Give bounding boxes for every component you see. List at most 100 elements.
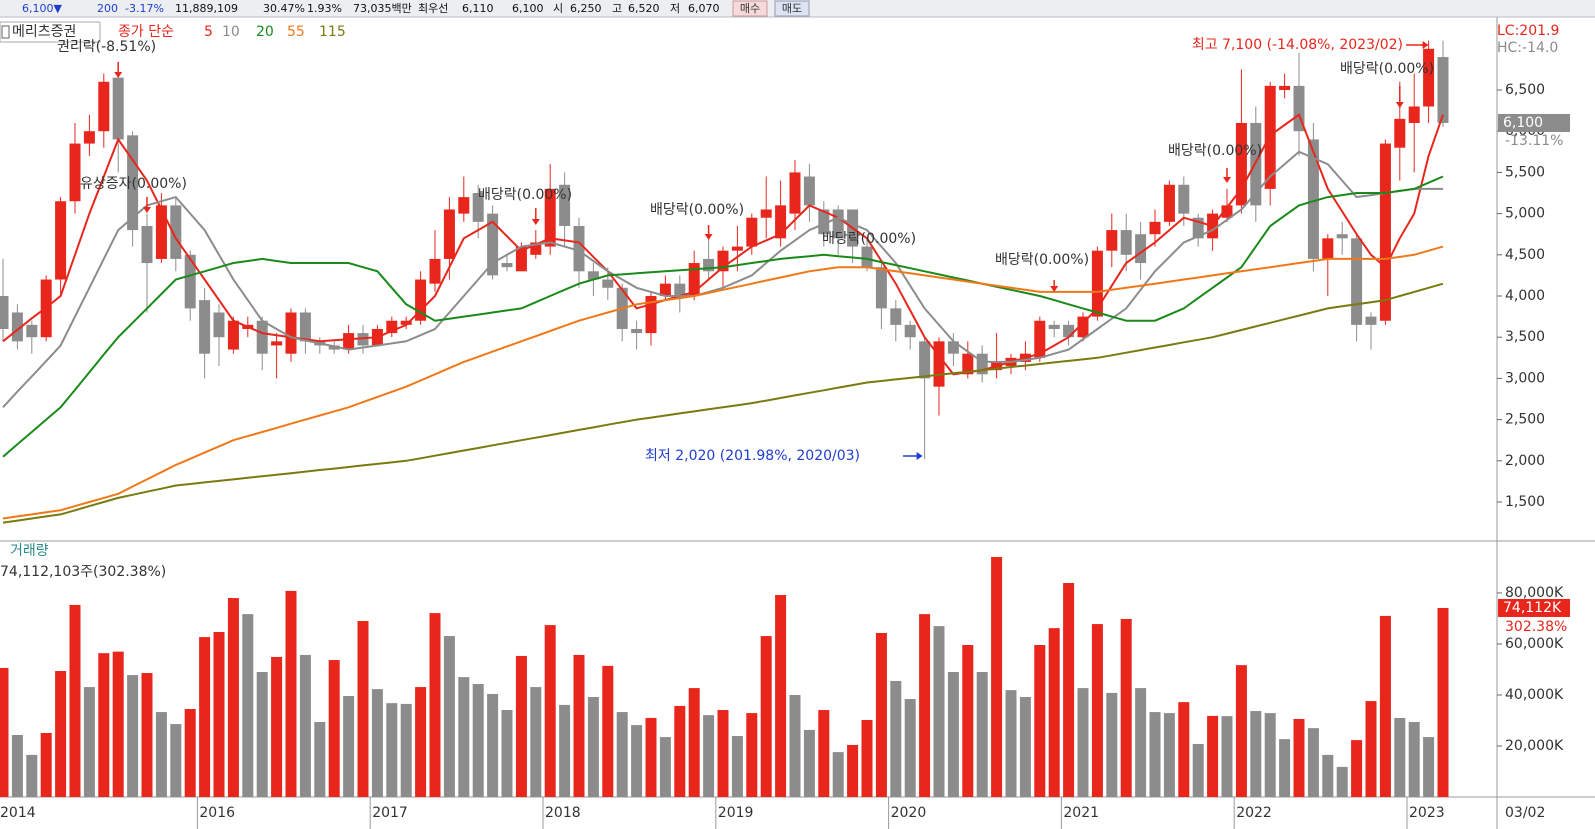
candle-body <box>343 333 355 350</box>
candle-body <box>947 341 959 354</box>
candle-body <box>83 131 95 144</box>
candle-body <box>1120 230 1132 255</box>
candle-body <box>357 333 369 346</box>
candle-body <box>1307 139 1319 259</box>
candle-body <box>861 246 873 268</box>
volume-bar <box>242 614 254 797</box>
volume-bar <box>515 655 527 797</box>
candle-body <box>962 353 974 375</box>
legend-entry: 10 <box>222 24 240 40</box>
buy-button-label[interactable]: 매수 <box>740 2 760 15</box>
volume-bar <box>472 684 484 797</box>
legend-entry: 115 <box>319 24 346 40</box>
candle-body <box>271 341 283 346</box>
volume-bar <box>26 754 38 797</box>
info-item: 최우선 <box>418 2 448 15</box>
y-tick-label: 2,500 <box>1505 412 1545 428</box>
stock-name: 메리츠증권 <box>12 24 76 40</box>
volume-bar <box>98 653 110 797</box>
legend-entry: 20 <box>256 24 274 40</box>
annotation: 유상증자(0.00%) <box>80 176 187 192</box>
candle-body <box>170 205 182 259</box>
volume-bar <box>573 654 585 797</box>
volume-bar <box>890 680 902 797</box>
volume-bar <box>141 673 153 797</box>
moving-average-line <box>2 245 1444 520</box>
volume-bar <box>717 710 729 797</box>
volume-bar <box>1437 607 1449 797</box>
candle-body <box>1091 250 1103 317</box>
last-price-box <box>1498 113 1570 132</box>
sell-button-label[interactable]: 매도 <box>782 2 802 15</box>
volume-bar <box>775 594 787 797</box>
volume-bar <box>487 693 499 797</box>
candle-body <box>832 209 844 239</box>
candle-body <box>285 312 297 354</box>
volume-title: 거래량 <box>10 543 49 559</box>
volume-bar <box>184 709 196 797</box>
sell-button[interactable] <box>774 0 810 17</box>
candle-body <box>731 246 743 251</box>
candle-body <box>1293 85 1305 132</box>
legend-prefix: 종가 단순 <box>118 24 174 40</box>
volume-bar <box>271 656 283 797</box>
volume-bar <box>1005 690 1017 797</box>
candle-body <box>1437 57 1449 123</box>
y-tick-label: 5,000 <box>1505 206 1545 222</box>
volume-bar <box>83 687 95 797</box>
candle-body <box>227 320 239 350</box>
candle-body <box>256 320 268 354</box>
buy-button[interactable] <box>732 0 768 17</box>
volume-bar <box>443 636 455 797</box>
volume-bar <box>616 712 628 797</box>
candle-body <box>573 225 585 272</box>
volume-bar <box>991 556 1003 797</box>
volume-bar <box>1264 713 1276 797</box>
volume-bar <box>1250 711 1262 797</box>
volume-bar <box>1423 737 1435 797</box>
candle-body <box>544 188 556 247</box>
volume-bar <box>213 631 225 797</box>
volume-bar <box>659 737 671 797</box>
volume-bar <box>1192 743 1204 797</box>
candle-body <box>26 324 38 338</box>
candle-body <box>746 217 758 247</box>
candle-body <box>645 296 657 334</box>
annotation-arrowhead <box>1223 177 1231 183</box>
volume-bar <box>40 732 52 797</box>
x-tick-label: 2022 <box>1236 805 1272 821</box>
volume-bar <box>1221 716 1233 797</box>
volume-bar <box>170 724 182 797</box>
candle-body <box>213 312 225 338</box>
candle-body <box>919 341 931 379</box>
x-end-label: 03/02 <box>1505 805 1545 821</box>
candle-body <box>112 77 124 140</box>
info-item: 1.93% <box>307 2 342 15</box>
volume-bar <box>731 736 743 797</box>
candle-body <box>155 205 167 259</box>
volume-bar <box>155 712 167 797</box>
info-item: 6,520 <box>628 2 660 15</box>
volume-bar <box>11 735 23 797</box>
volume-bar <box>1019 697 1031 797</box>
legend-entry: 55 <box>287 24 305 40</box>
info-item: 30.47% <box>263 2 305 15</box>
candle-body <box>1135 234 1147 264</box>
info-item: 6,250 <box>570 2 602 15</box>
x-tick-label: 2019 <box>718 805 754 821</box>
annotation-arrowhead <box>704 234 713 240</box>
volume-bar <box>1163 713 1175 797</box>
candle-body <box>775 205 787 239</box>
candle-body <box>98 81 110 132</box>
moving-average-line <box>2 175 1444 458</box>
volume-bar <box>976 672 988 797</box>
stock-name-box[interactable] <box>0 21 101 43</box>
candle-body <box>1235 122 1247 206</box>
volume-bar <box>1235 665 1247 797</box>
y-tick-label: 6,500 <box>1505 82 1545 98</box>
candle-body <box>515 246 527 272</box>
x-tick-label: 2021 <box>1063 805 1099 821</box>
candle-body <box>386 320 398 334</box>
volume-bar <box>1336 766 1348 797</box>
